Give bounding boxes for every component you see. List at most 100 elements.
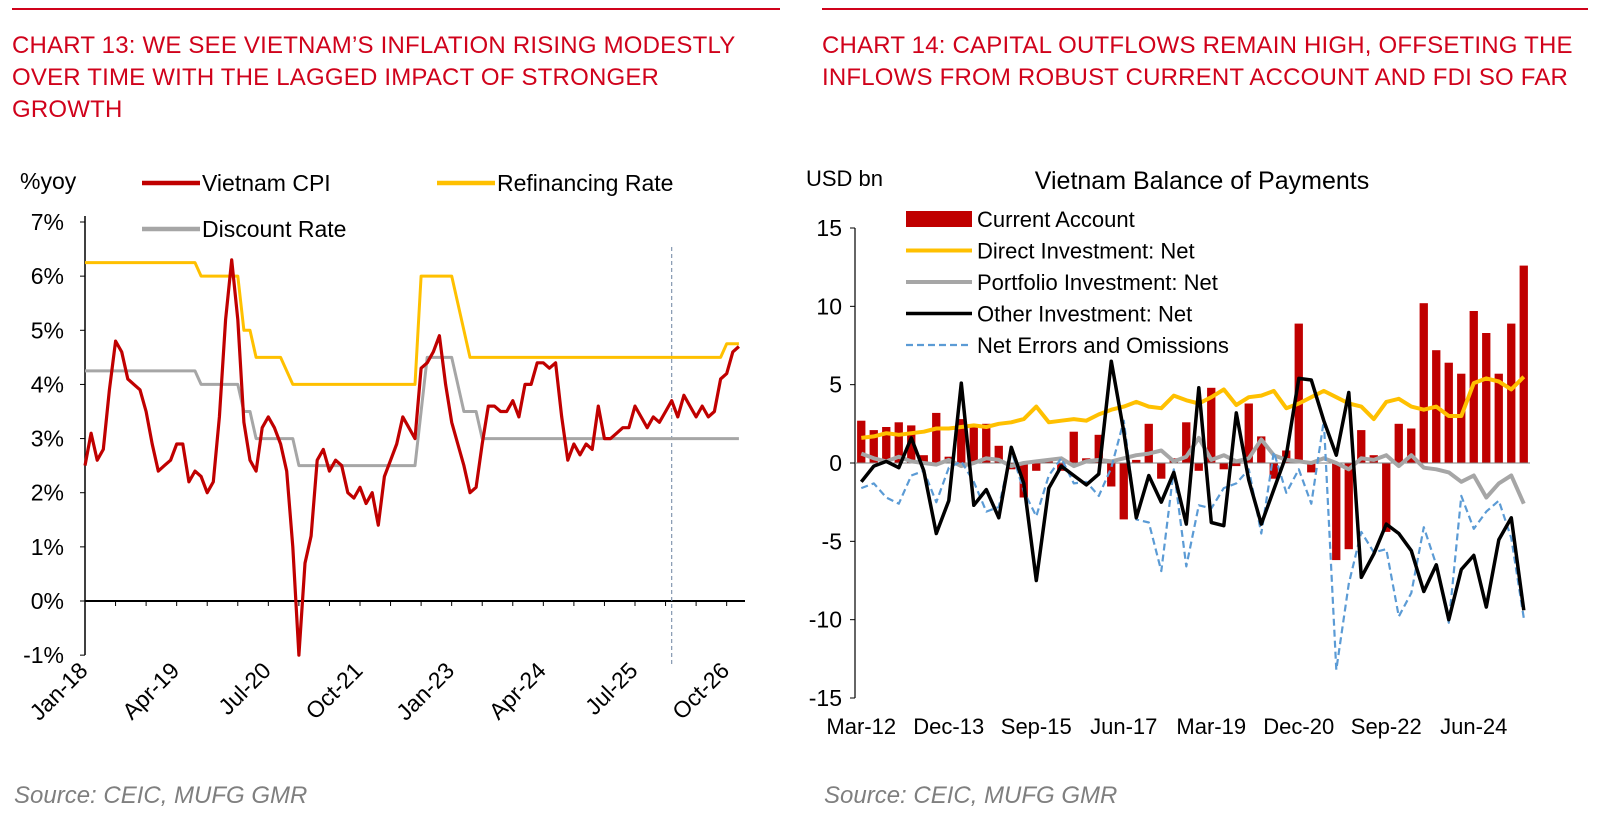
bar-current-account xyxy=(1294,323,1303,463)
bar-current-account xyxy=(1407,428,1416,463)
legend-label-other-investment-net: Other Investment: Net xyxy=(977,302,1192,327)
bar-current-account xyxy=(894,422,903,463)
bar-current-account xyxy=(982,423,991,463)
bar-current-account xyxy=(907,425,916,463)
bar-current-account xyxy=(1107,463,1116,487)
bar-current-account xyxy=(957,419,966,463)
x-tick-label: Jun-17 xyxy=(1090,714,1157,739)
bar-current-account xyxy=(1332,463,1341,561)
y-tick-label: 6% xyxy=(31,263,64,289)
x-tick-label: Jul-25 xyxy=(580,657,643,720)
series-line-net-errors-and-omissions xyxy=(860,419,1525,671)
y-tick-label: -1% xyxy=(23,642,64,668)
x-tick-label: Dec-20 xyxy=(1263,714,1334,739)
bar-current-account xyxy=(1132,459,1141,463)
y-tick-label: 1% xyxy=(31,534,64,560)
x-tick-label: Apr-19 xyxy=(117,657,184,724)
y-tick-label: -10 xyxy=(809,607,842,633)
y-tick-label: 3% xyxy=(31,426,64,452)
y-tick-label: 0% xyxy=(31,588,64,614)
y-tick-label: 2% xyxy=(31,480,64,506)
y-tick-label: 0 xyxy=(829,450,842,476)
x-tick-label: Apr-24 xyxy=(484,657,551,724)
bar-current-account xyxy=(857,420,866,463)
legend-swatch-current-account xyxy=(906,211,972,227)
y-axis-label: %yoy xyxy=(20,168,77,194)
bar-current-account xyxy=(1519,265,1528,463)
bar-current-account xyxy=(1482,333,1491,463)
y-tick-label: 7% xyxy=(31,209,64,235)
bar-current-account xyxy=(1269,463,1278,479)
bar-current-account xyxy=(1244,403,1253,463)
x-tick-label: Oct-26 xyxy=(667,657,734,724)
chart-14-title: CHART 14: CAPITAL OUTFLOWS REMAIN HIGH, … xyxy=(822,32,1573,91)
title-rule xyxy=(822,8,1588,10)
bar-current-account xyxy=(1507,323,1516,463)
bar-current-account xyxy=(1494,373,1503,463)
legend-label-net-errors-and-omissions: Net Errors and Omissions xyxy=(977,333,1229,358)
series-line-other-investment-net xyxy=(859,359,1526,622)
bar-current-account xyxy=(994,445,1003,463)
y-tick-label: -5 xyxy=(822,528,842,554)
legend-label-vietnam-cpi: Vietnam CPI xyxy=(202,170,331,196)
y-tick-label: -15 xyxy=(809,685,842,711)
x-tick-label: Dec-13 xyxy=(913,714,984,739)
bar-current-account xyxy=(1119,463,1128,520)
bar-current-account xyxy=(1157,463,1166,479)
title-rule xyxy=(12,8,780,10)
y-axis-label: USD bn xyxy=(806,166,883,191)
y-tick-label: 15 xyxy=(816,215,842,241)
legend-label-refinancing-rate: Refinancing Rate xyxy=(497,170,673,196)
bar-current-account xyxy=(1419,303,1428,463)
bar-current-account xyxy=(1307,463,1316,473)
series-line-refinancing-rate xyxy=(85,261,739,386)
x-tick-label: Jul-20 xyxy=(213,657,276,720)
chart-14-plot: USD bn Vietnam Balance of Payments 15 10 5 0 -… xyxy=(806,166,1530,739)
series-line-direct-investment-net xyxy=(861,375,1526,440)
bar-current-account xyxy=(1257,436,1266,463)
bar-current-account xyxy=(869,430,878,463)
bar-current-account xyxy=(1457,373,1466,463)
bar-current-account xyxy=(882,427,891,463)
chart-13-title: CHART 13: WE SEE VIETNAM’S INFLATION RIS… xyxy=(12,32,735,123)
x-tick-label: Oct-21 xyxy=(300,657,367,724)
x-tick-label: Jan-23 xyxy=(391,657,459,725)
legend-label-current-account: Current Account xyxy=(977,207,1135,232)
bar-current-account xyxy=(932,412,941,463)
y-tick-label: 4% xyxy=(31,371,64,397)
bar-current-account xyxy=(919,455,928,463)
bar-current-account xyxy=(1394,423,1403,463)
bar-current-account xyxy=(1382,463,1391,532)
y-tick-label: 5 xyxy=(829,372,842,398)
bar-current-account xyxy=(1044,461,1053,463)
bar-current-account xyxy=(1357,430,1366,463)
chart-subtitle: Vietnam Balance of Payments xyxy=(1035,167,1369,195)
y-tick-label: 10 xyxy=(816,293,842,319)
chart-13-source: Source: CEIC, MUFG GMR xyxy=(14,782,308,809)
bar-current-account xyxy=(1144,423,1153,463)
bar-current-account xyxy=(1207,387,1216,463)
bar-current-account xyxy=(1444,362,1453,463)
series-line-vietnam-cpi xyxy=(83,258,740,657)
x-tick-label: Mar-19 xyxy=(1176,714,1246,739)
bar-current-account xyxy=(1182,422,1191,463)
bar-current-account xyxy=(1194,463,1203,471)
bar-current-account xyxy=(969,425,978,463)
chart-13-panel: CHART 13: WE SEE VIETNAM’S INFLATION RIS… xyxy=(0,0,800,839)
x-tick-label: Sep-15 xyxy=(1001,714,1072,739)
bar-current-account xyxy=(1232,463,1241,467)
chart-14-panel: CHART 14: CAPITAL OUTFLOWS REMAIN HIGH, … xyxy=(806,0,1608,839)
y-tick-label: 5% xyxy=(31,317,64,343)
x-tick-label: Mar-12 xyxy=(826,714,896,739)
bar-current-account xyxy=(1344,463,1353,550)
bar-current-account xyxy=(1069,431,1078,463)
legend-label-discount-rate: Discount Rate xyxy=(202,216,346,242)
legend-label-direct-investment-net: Direct Investment: Net xyxy=(977,239,1195,264)
bar-current-account xyxy=(1032,463,1041,471)
chart-14-source: Source: CEIC, MUFG GMR xyxy=(824,782,1118,809)
bar-current-account xyxy=(1094,434,1103,463)
x-tick-label: Jun-24 xyxy=(1440,714,1507,739)
bar-current-account xyxy=(1219,463,1228,470)
x-tick-label: Sep-22 xyxy=(1351,714,1422,739)
